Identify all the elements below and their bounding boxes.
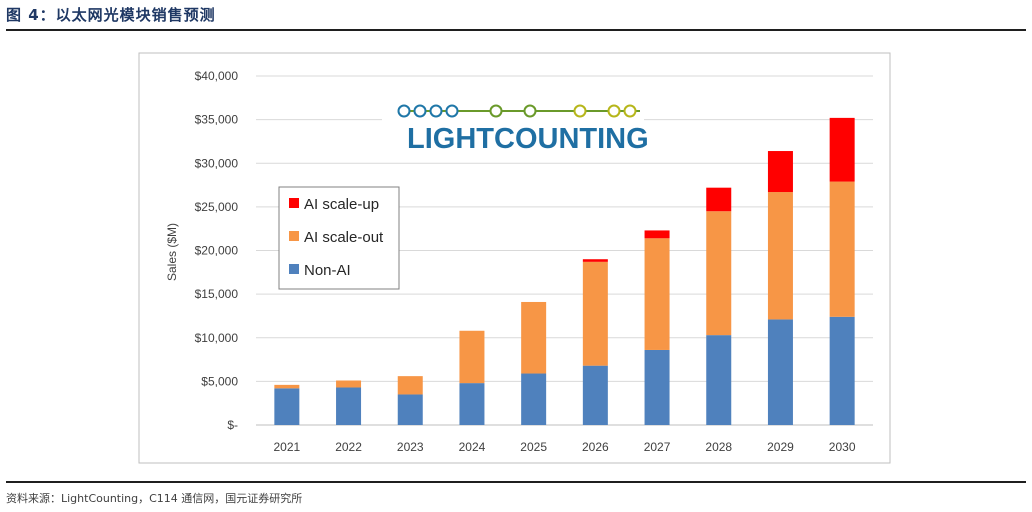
bar-ai-scale-out-2022 (336, 380, 362, 388)
logo-dot (445, 104, 459, 118)
bars (274, 117, 855, 425)
bar-ai-scale-out-2023 (397, 376, 423, 395)
top-rule (6, 29, 1026, 31)
x-tick-label: 2027 (644, 440, 671, 454)
legend-label-ai-scale-up: AI scale-up (304, 196, 379, 213)
logo-dot (523, 104, 537, 118)
y-tick-label: $10,000 (195, 331, 239, 345)
y-tick-label: $40,000 (195, 69, 239, 83)
bar-ai-scale-out-2028 (706, 211, 732, 336)
bar-ai-scale-up-2028 (706, 187, 732, 212)
bar-ai-scale-out-2026 (582, 261, 608, 366)
legend: AI scale-up AI scale-out Non-AI (278, 186, 400, 290)
bar-ai-scale-out-2025 (521, 301, 547, 374)
bar-non-ai-2029 (767, 319, 793, 425)
x-tick-label: 2029 (767, 440, 794, 454)
logo-dots (397, 104, 637, 118)
logo-text-light: LIGHT (407, 123, 494, 155)
bar-ai-scale-up-2027 (644, 230, 670, 239)
bar-non-ai-2023 (397, 394, 423, 425)
bar-ai-scale-out-2027 (644, 238, 670, 350)
bar-non-ai-2028 (706, 335, 732, 425)
y-tick-label: $20,000 (195, 244, 239, 258)
bar-ai-scale-out-2021 (274, 384, 300, 389)
bar-non-ai-2024 (459, 383, 485, 425)
y-tick-label: $30,000 (195, 156, 239, 170)
bar-ai-scale-out-2030 (829, 181, 855, 317)
logo-dot (573, 104, 587, 118)
y-tick-label: $- (227, 418, 238, 432)
bar-ai-scale-up-2029 (767, 151, 793, 193)
bar-non-ai-2021 (274, 388, 300, 425)
x-tick-label: 2023 (397, 440, 424, 454)
y-tick-label: $15,000 (195, 287, 239, 301)
legend-label-non-ai: Non-AI (304, 262, 351, 279)
legend-label-ai-scale-out: AI scale-out (304, 229, 384, 246)
logo-wordmark: LIGHTCOUNTING (407, 123, 649, 155)
y-tick-labels: $- $5,000 $10,000 $15,000 $20,000 $25,000 $30,… (195, 69, 239, 432)
bar-non-ai-2030 (829, 316, 855, 425)
bar-non-ai-2022 (336, 387, 362, 425)
bar-ai-scale-out-2029 (767, 192, 793, 320)
logo: LIGHTCOUNTING (382, 95, 649, 161)
x-tick-label: 2021 (273, 440, 300, 454)
logo-dot (397, 104, 411, 118)
bar-non-ai-2027 (644, 349, 670, 425)
x-tick-label: 2030 (829, 440, 856, 454)
logo-dot (413, 104, 427, 118)
bottom-rule (6, 481, 1026, 483)
y-tick-label: $5,000 (201, 374, 238, 388)
y-axis-label: Sales ($M) (165, 223, 179, 281)
logo-dot (429, 104, 443, 118)
x-tick-label: 2025 (520, 440, 547, 454)
bar-ai-scale-up-2030 (829, 117, 855, 182)
x-tick-label: 2026 (582, 440, 609, 454)
logo-text-counting: COUNTING (494, 123, 649, 155)
x-tick-label: 2028 (705, 440, 732, 454)
x-tick-label: 2022 (335, 440, 362, 454)
y-tick-label: $35,000 (195, 113, 239, 127)
bar-non-ai-2025 (521, 373, 547, 425)
logo-dot (489, 104, 503, 118)
legend-swatch-non-ai (289, 264, 299, 274)
bar-ai-scale-out-2024 (459, 330, 485, 384)
logo-background (382, 95, 644, 161)
x-tick-label: 2024 (459, 440, 486, 454)
x-tick-labels: 2021 2022 2023 2024 2025 2026 2027 2028 2029 2030 (273, 440, 855, 454)
figure-title: 图 4：以太网光模块销售预测 (6, 6, 216, 24)
logo-dot (607, 104, 621, 118)
logo-dot (623, 104, 637, 118)
legend-swatch-ai-scale-out (289, 231, 299, 241)
bar-non-ai-2026 (582, 365, 608, 425)
y-tick-label: $25,000 (195, 200, 239, 214)
bar-ai-scale-up-2026 (582, 259, 608, 262)
legend-swatch-ai-scale-up (289, 198, 299, 208)
source-note: 资料来源：LightCounting，C114 通信网，国元证券研究所 (6, 492, 303, 505)
